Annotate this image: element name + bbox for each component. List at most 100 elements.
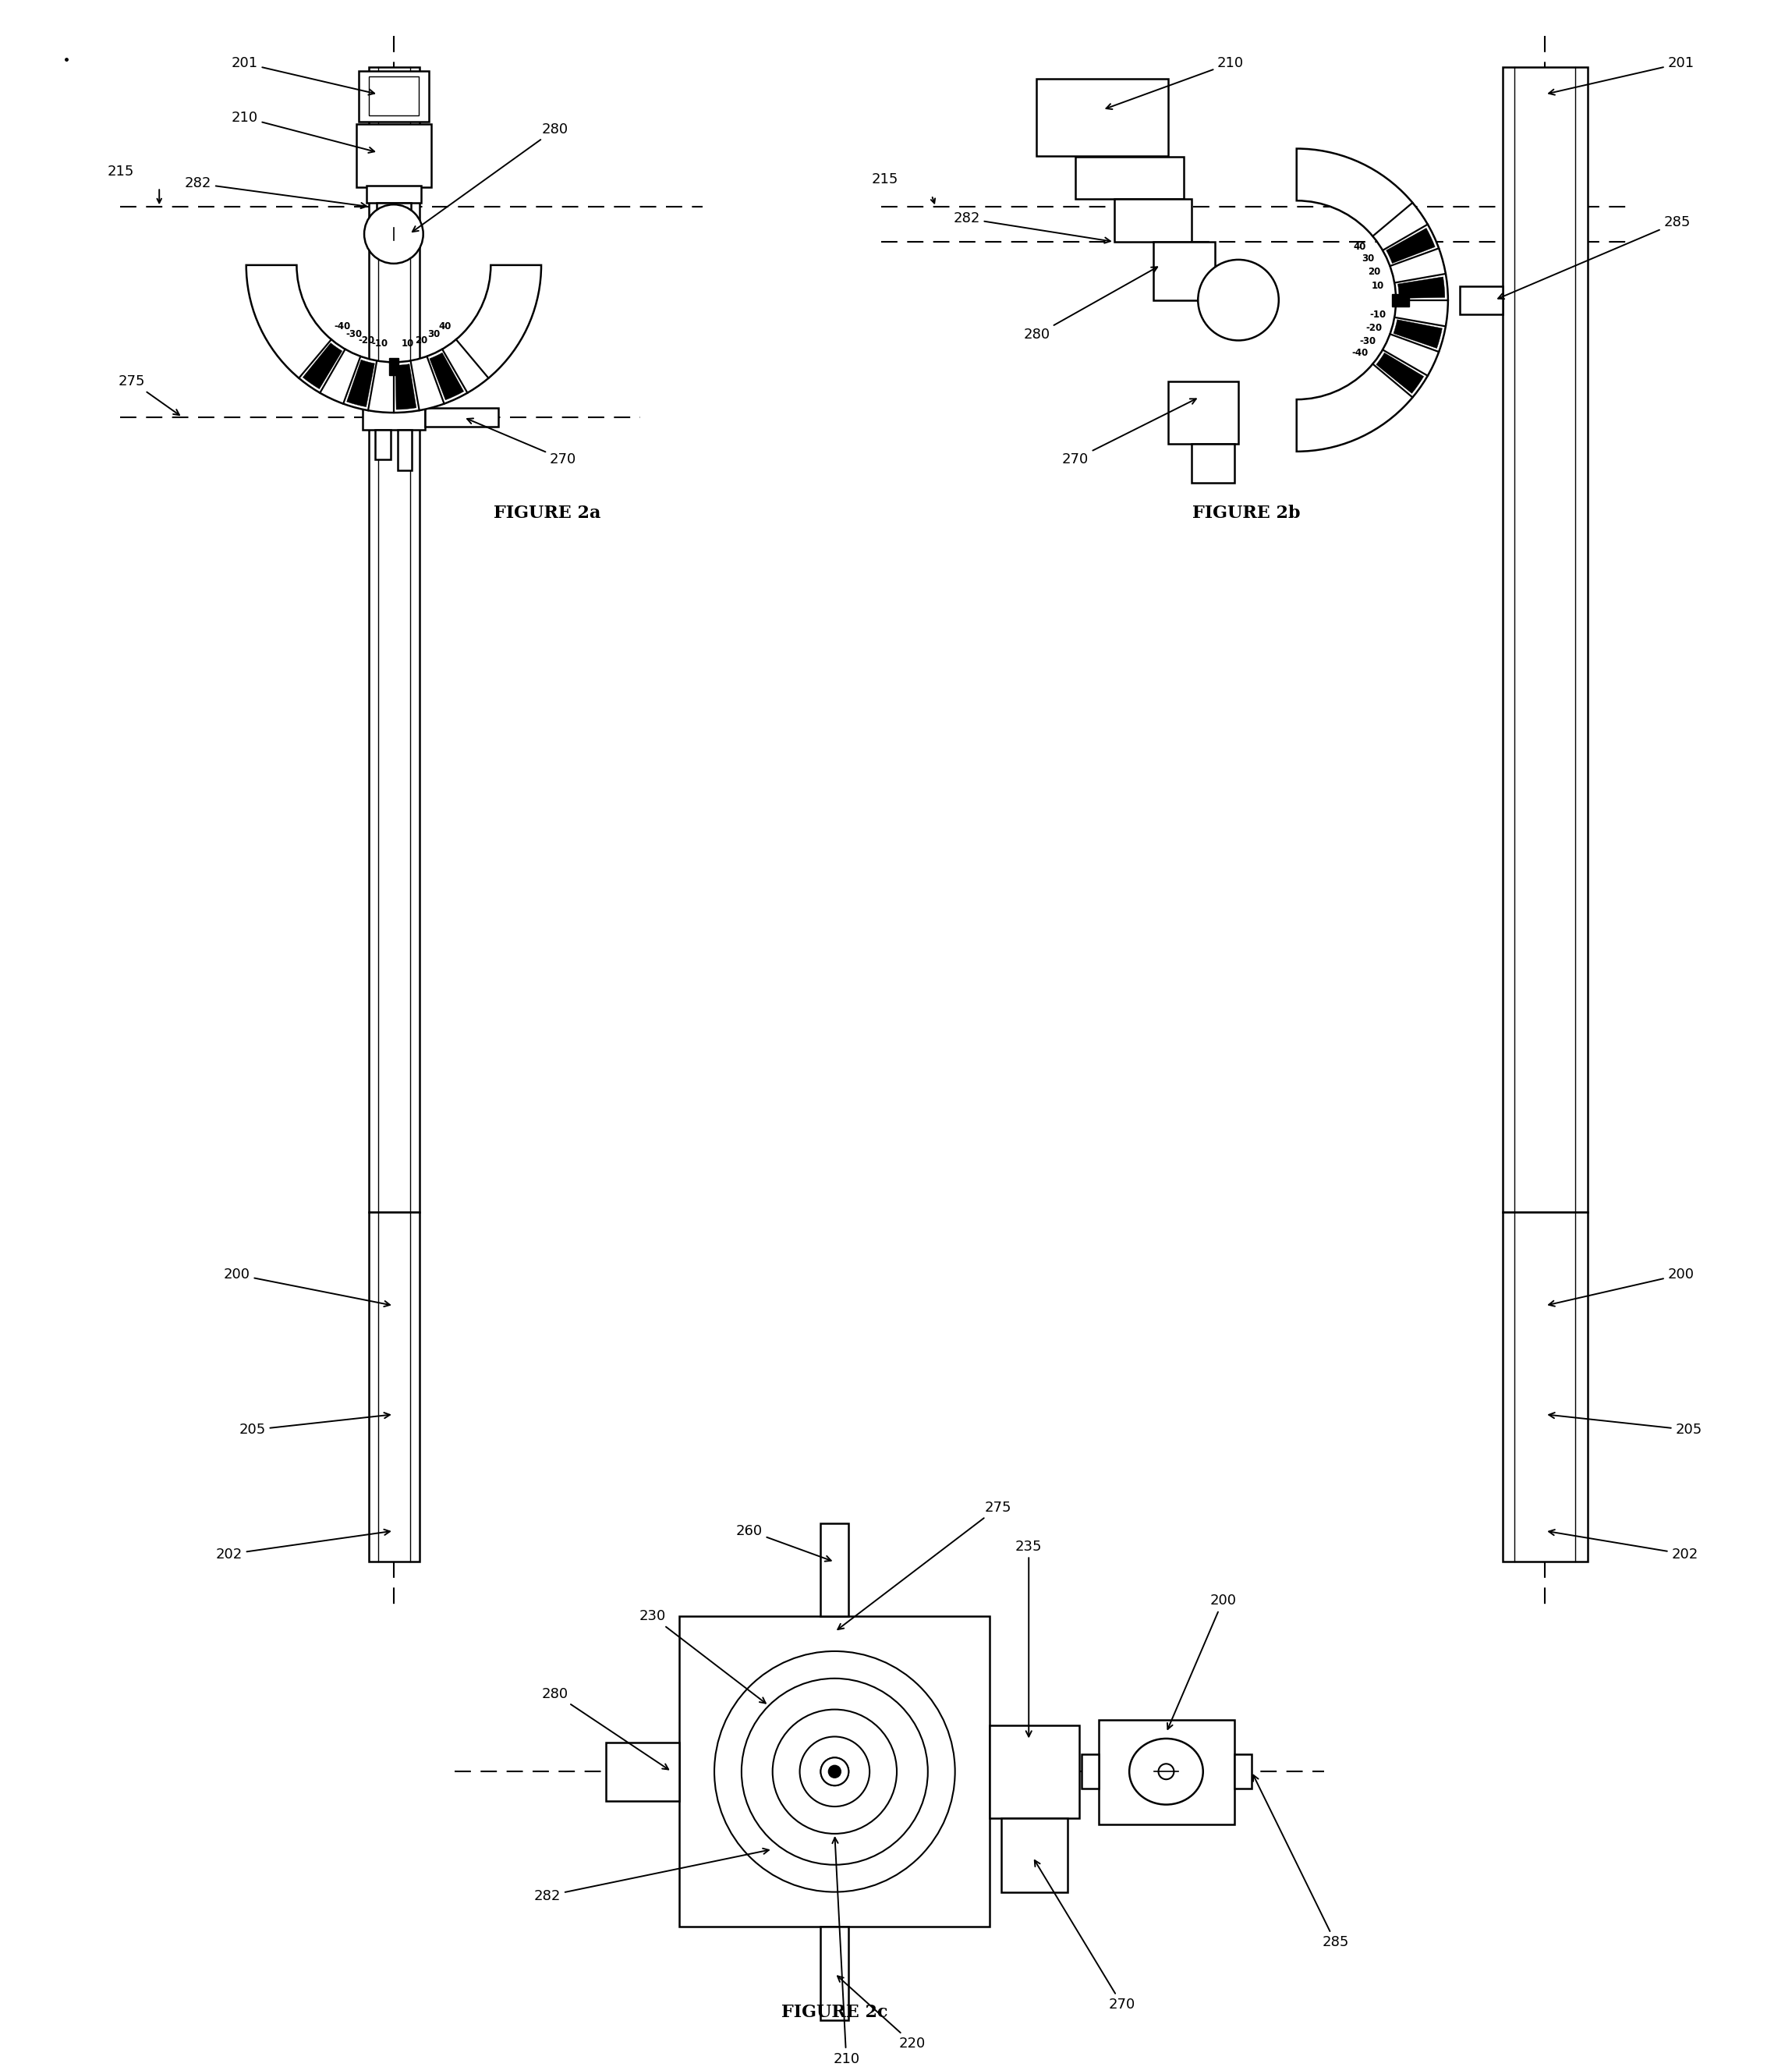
Bar — [821, 1523, 849, 1616]
Bar — [1460, 285, 1502, 314]
Text: 280: 280 — [541, 1687, 668, 1769]
Text: 285: 285 — [1253, 1776, 1349, 1949]
Bar — [369, 1213, 419, 1563]
Bar — [1082, 1755, 1098, 1788]
Bar — [1002, 1819, 1068, 1891]
Ellipse shape — [1129, 1738, 1202, 1804]
Bar — [1036, 79, 1168, 157]
Text: 285: 285 — [1498, 215, 1690, 300]
Bar — [606, 1742, 679, 1800]
Wedge shape — [1387, 227, 1435, 263]
Text: FIGURE 2c: FIGURE 2c — [781, 2003, 887, 2022]
Bar — [1075, 157, 1185, 198]
Text: -10: -10 — [371, 339, 389, 349]
Text: -40: -40 — [1351, 347, 1367, 358]
Text: 282: 282 — [534, 1848, 769, 1904]
Wedge shape — [324, 353, 358, 399]
Text: 270: 270 — [1063, 399, 1195, 467]
Text: 202: 202 — [1548, 1530, 1699, 1561]
Wedge shape — [346, 360, 375, 407]
Text: 10: 10 — [401, 339, 414, 349]
Text: -30: -30 — [346, 329, 362, 339]
Text: 270: 270 — [1034, 1860, 1136, 2011]
Bar — [367, 186, 421, 203]
Text: 201: 201 — [1548, 56, 1693, 95]
Text: 280: 280 — [412, 122, 568, 232]
Text: 205: 205 — [238, 1412, 391, 1437]
Wedge shape — [1376, 207, 1423, 248]
Bar — [1192, 444, 1235, 482]
Text: 201: 201 — [231, 56, 375, 95]
Text: 210: 210 — [831, 1838, 860, 2065]
Text: 10: 10 — [1371, 281, 1383, 291]
Text: 205: 205 — [1548, 1412, 1702, 1437]
Text: 282: 282 — [185, 176, 367, 209]
Bar — [389, 358, 398, 376]
Text: 215: 215 — [108, 165, 134, 180]
Bar — [989, 1726, 1079, 1819]
Circle shape — [821, 1757, 849, 1786]
Wedge shape — [371, 364, 392, 409]
Wedge shape — [1376, 353, 1423, 393]
Text: 20: 20 — [414, 335, 426, 345]
Text: 30: 30 — [1362, 254, 1374, 265]
Text: 40: 40 — [439, 320, 452, 331]
Text: 220: 220 — [837, 1976, 926, 2050]
Wedge shape — [1394, 320, 1443, 349]
Text: FIGURE 2b: FIGURE 2b — [1192, 504, 1301, 523]
Text: 30: 30 — [426, 329, 441, 339]
Bar — [1392, 294, 1409, 306]
Wedge shape — [396, 364, 416, 409]
Bar — [358, 70, 428, 122]
Text: 210: 210 — [1106, 56, 1244, 110]
Text: 40: 40 — [1353, 242, 1366, 252]
Bar — [1168, 382, 1238, 444]
Wedge shape — [412, 360, 441, 407]
Text: -20: -20 — [358, 335, 375, 345]
Bar — [369, 76, 419, 116]
Wedge shape — [444, 343, 484, 389]
Wedge shape — [303, 343, 342, 389]
Text: 210: 210 — [231, 110, 375, 153]
Wedge shape — [1387, 337, 1435, 372]
Wedge shape — [1398, 277, 1444, 298]
Wedge shape — [1394, 252, 1443, 281]
Bar — [1502, 1213, 1588, 1563]
Text: 282: 282 — [953, 211, 1111, 244]
Circle shape — [1158, 1763, 1174, 1780]
Wedge shape — [246, 265, 541, 413]
Bar — [821, 1926, 849, 2019]
Text: -40: -40 — [333, 320, 351, 331]
Bar — [425, 407, 498, 426]
Text: FIGURE 2a: FIGURE 2a — [495, 504, 600, 523]
Text: 275: 275 — [118, 374, 179, 415]
Text: -10: -10 — [1369, 310, 1385, 320]
Circle shape — [1199, 260, 1279, 341]
Text: 270: 270 — [468, 418, 577, 467]
Text: 202: 202 — [215, 1530, 391, 1561]
Bar — [1152, 242, 1215, 300]
Bar — [679, 1616, 989, 1926]
Bar — [1098, 1720, 1235, 1825]
Bar — [357, 124, 430, 188]
Text: 200: 200 — [1167, 1594, 1236, 1730]
Text: 235: 235 — [1016, 1540, 1043, 1736]
Text: 280: 280 — [1023, 267, 1158, 341]
Wedge shape — [430, 353, 464, 399]
Bar — [1115, 198, 1192, 242]
Text: 200: 200 — [224, 1267, 391, 1306]
Text: -20: -20 — [1366, 322, 1382, 333]
Text: 275: 275 — [837, 1501, 1011, 1629]
Bar — [375, 430, 391, 459]
Bar — [362, 405, 425, 430]
Text: -30: -30 — [1360, 337, 1376, 347]
Wedge shape — [1297, 149, 1448, 451]
Text: 260: 260 — [737, 1523, 831, 1561]
Bar — [1235, 1755, 1251, 1788]
Bar — [369, 66, 419, 1213]
Bar — [1502, 66, 1588, 1213]
Text: 200: 200 — [1548, 1267, 1693, 1306]
Text: 215: 215 — [871, 174, 898, 186]
Wedge shape — [1398, 302, 1444, 322]
Text: 230: 230 — [640, 1610, 765, 1703]
